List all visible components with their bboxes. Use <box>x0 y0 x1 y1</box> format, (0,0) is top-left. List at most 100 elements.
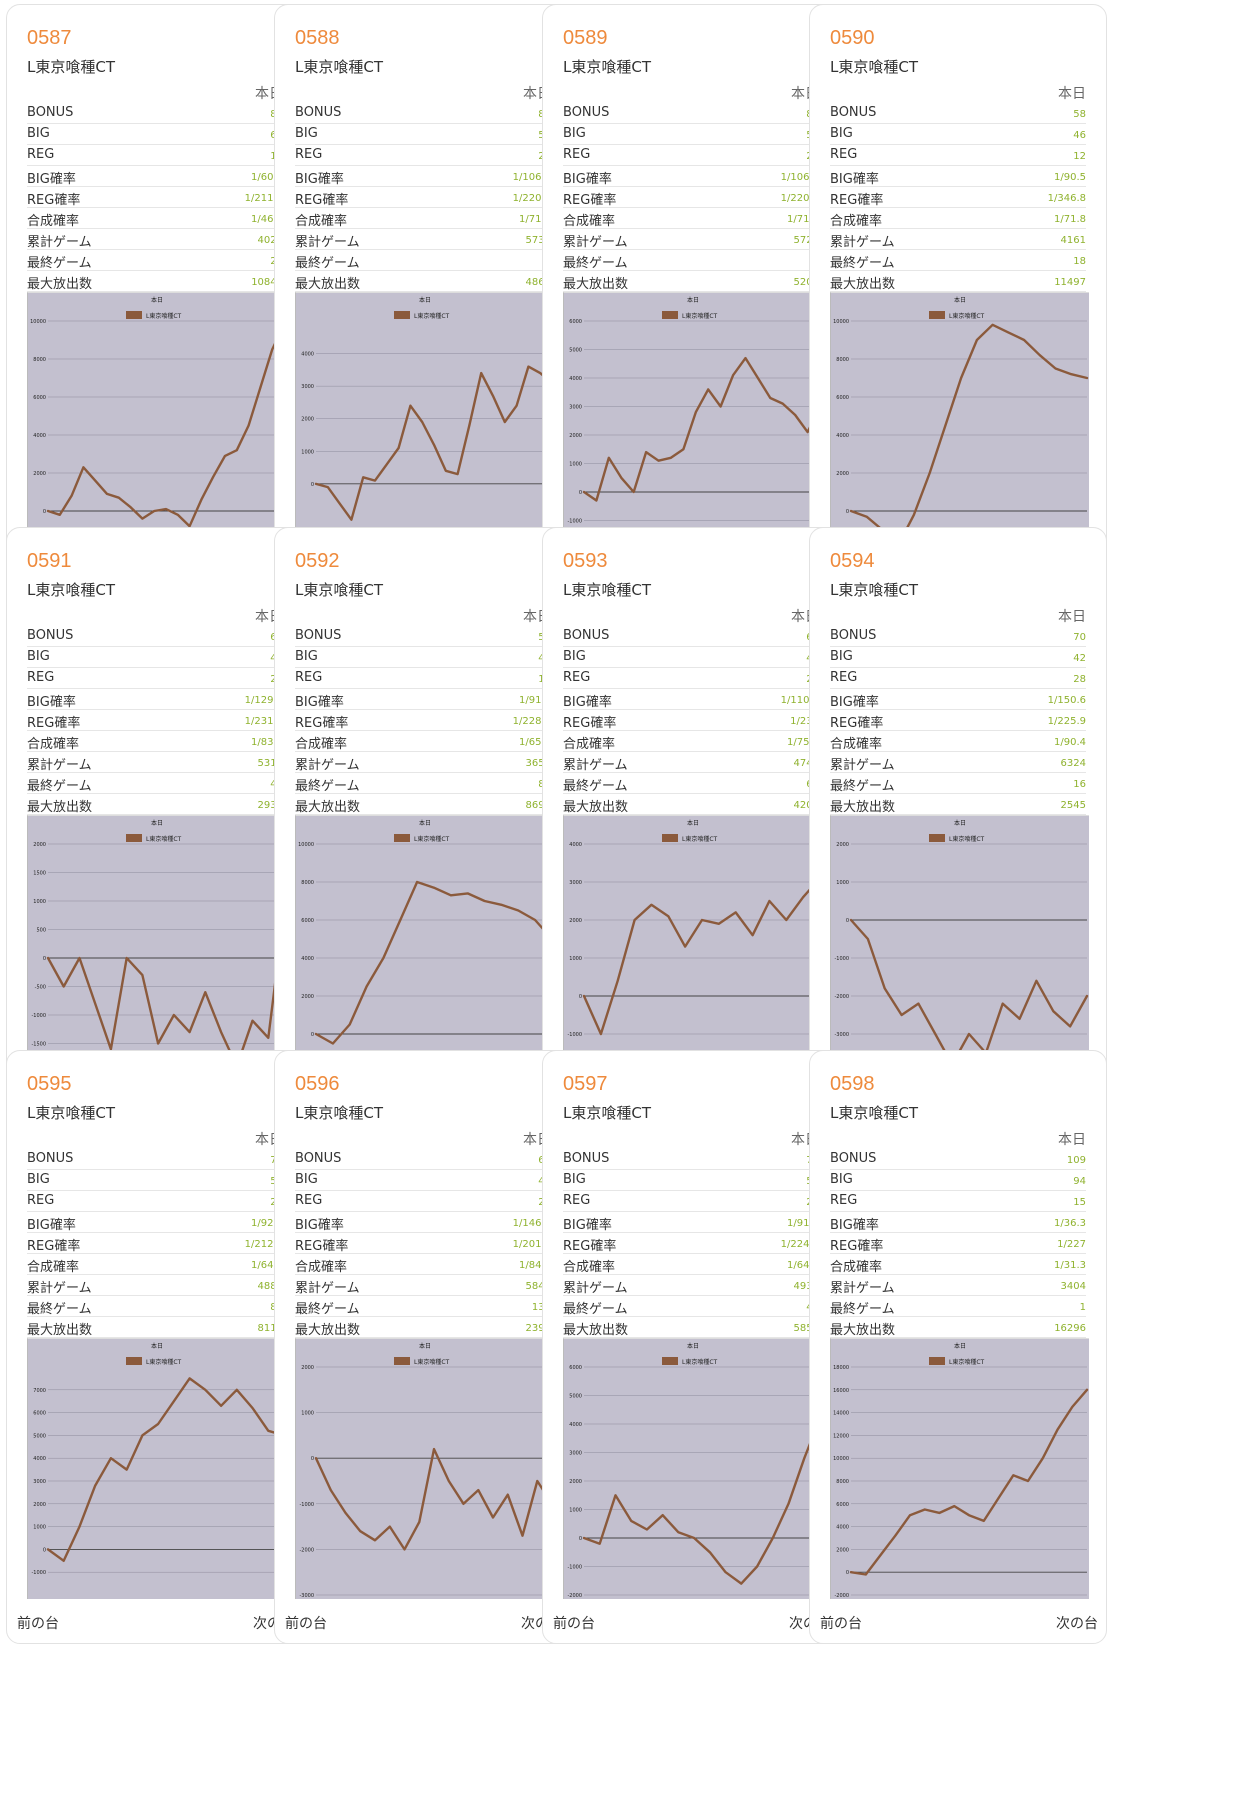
data-point <box>500 903 503 906</box>
legend-label: L東京喰種CT <box>949 835 985 843</box>
stat-value: 1/225.9 <box>1047 716 1086 727</box>
stat-value: 1/91.4 <box>787 1218 819 1229</box>
machine-name: L東京喰種CT <box>27 581 115 599</box>
machine-number[interactable]: 0589 <box>563 27 608 49</box>
stat-value: 1/106.3 <box>512 172 551 183</box>
machine-card[interactable]: 0598 L東京喰種CT 本日 BONUS 109 BIG 94 REG 15 BIG確率 1/36… <box>809 1050 1107 1644</box>
data-point <box>397 447 400 449</box>
stat-label: 累計ゲーム <box>295 1281 360 1296</box>
y-tick-label: 8000 <box>33 357 46 363</box>
stat-label: BIG <box>830 126 853 141</box>
stat-value: 5852 <box>793 1323 819 1334</box>
stat-row: BONUS69 <box>295 1149 551 1170</box>
data-point <box>600 1033 602 1035</box>
stat-value: 1/237 <box>790 716 819 727</box>
stat-value: 109 <box>1066 1155 1086 1166</box>
machine-card[interactable]: 0593 L東京喰種CT 本日 BONUS63BIG43REG20 BIG確率 1/110… <box>542 527 840 1121</box>
data-point <box>315 1457 317 1460</box>
data-point <box>1071 1406 1074 1408</box>
stat-row: BONUS80 <box>563 103 819 124</box>
stat-label: 最大放出数 <box>295 800 361 815</box>
legend-swatch <box>394 834 410 842</box>
machine-number[interactable]: 0595 <box>27 1073 72 1095</box>
data-point <box>632 491 635 493</box>
stat-value: 70 <box>1073 632 1086 643</box>
series-line <box>849 918 1089 1066</box>
y-tick-label: -3000 <box>834 1032 849 1038</box>
data-point <box>583 1537 585 1539</box>
stats-table: BONUS69BIG40REG29 BIG確率 1/146.2 REG確率 1/201.… <box>295 1149 551 1338</box>
stat-label: 合成確率 <box>830 214 883 229</box>
machine-number[interactable]: 0594 <box>830 550 875 572</box>
stat-value: 1/110.3 <box>780 695 819 706</box>
prev-machine-link[interactable]: 前の台 <box>820 1616 862 1632</box>
data-point <box>433 1448 435 1450</box>
legend-swatch <box>126 1357 142 1365</box>
machine-card[interactable]: 0591 L東京喰種CT 本日 BONUS64BIG41REG23 BIG確率 1/129… <box>6 527 304 1121</box>
stat-row: BIG確率 1/92.2 <box>27 1212 283 1233</box>
y-tick-label: 8000 <box>301 880 314 886</box>
machine-number[interactable]: 0590 <box>830 27 875 49</box>
prev-machine-link[interactable]: 前の台 <box>285 1616 327 1632</box>
stat-value: 8117 <box>257 1323 283 1334</box>
y-tick-label: 3000 <box>33 1479 46 1485</box>
machine-card[interactable]: 0587 L東京喰種CT 本日 BONUS86BIG67REG19 BIG確率 1/60.… <box>6 4 304 598</box>
machine-card[interactable]: 0589 L東京喰種CT 本日 BONUS80BIG54REG26 BIG確率 1/106… <box>542 4 840 598</box>
machine-card[interactable]: 0597 L東京喰種CT 本日 BONUS76BIG54REG22 BIG確率 1/91.… <box>542 1050 840 1644</box>
y-tick-label: 1000 <box>836 880 849 886</box>
stat-row: REG確率 1/227 <box>830 1233 1086 1254</box>
series-line <box>46 911 286 1068</box>
data-point <box>359 1530 362 1533</box>
next-machine-link[interactable]: 次の台 <box>1056 1616 1098 1632</box>
stat-row: REG22 <box>563 1191 819 1212</box>
machine-number[interactable]: 0588 <box>295 27 340 49</box>
machine-card[interactable]: 0595 L東京喰種CT 本日 BONUS76BIG53REG23 BIG確率 1/92.… <box>6 1050 304 1644</box>
machine-number[interactable]: 0596 <box>295 1073 340 1095</box>
y-tick-label: 12000 <box>833 1433 849 1439</box>
stat-row: BIG確率 1/106.1 <box>563 166 819 187</box>
stat-value: 1/84.8 <box>519 1260 551 1271</box>
y-tick-label: 1000 <box>33 1525 46 1531</box>
chart-title: 本日 <box>687 1342 699 1350</box>
prev-machine-link[interactable]: 前の台 <box>17 1616 59 1632</box>
machine-number[interactable]: 0593 <box>563 550 608 572</box>
machine-number[interactable]: 0587 <box>27 27 72 49</box>
data-point <box>94 479 97 482</box>
stat-row: BIG確率 1/60.1 <box>27 166 283 187</box>
legend-swatch <box>662 311 678 319</box>
stat-label: BONUS <box>27 628 74 643</box>
stat-row: BONUS86 <box>27 103 283 124</box>
machine-number[interactable]: 0591 <box>27 550 72 572</box>
data-point <box>332 1042 334 1045</box>
machine-number[interactable]: 0597 <box>563 1073 608 1095</box>
stat-label: BONUS <box>295 628 342 643</box>
stat-row: BIG54 <box>295 124 551 145</box>
machine-card[interactable]: 0590 L東京喰種CT 本日 BONUS 58 BIG 46 REG 12 BIG確率 1/90.… <box>809 4 1107 598</box>
y-tick-label: 4000 <box>836 433 849 439</box>
data-point <box>515 404 518 407</box>
machine-card[interactable]: 0592 L東京喰種CT 本日 BONUS56BIG40REG16 BIG確率 1/91.… <box>274 527 572 1121</box>
machine-card[interactable]: 0588 L東京喰種CT 本日 BONUS80BIG54REG26 BIG確率 1/106… <box>274 4 572 598</box>
machine-number[interactable]: 0592 <box>295 550 340 572</box>
data-point <box>684 945 686 948</box>
y-tick-label: -1000 <box>567 1565 582 1571</box>
machine-card[interactable]: 0594 L東京喰種CT 本日 BONUS 70 BIG 42 REG 28 BIG確率 1/150… <box>809 527 1107 1121</box>
stat-label: 累計ゲーム <box>830 758 895 773</box>
stat-label: REG <box>830 147 858 162</box>
machine-number[interactable]: 0598 <box>830 1073 875 1095</box>
stat-row: BONUS76 <box>563 1149 819 1170</box>
y-tick-label: 2000 <box>569 918 582 924</box>
prev-machine-link[interactable]: 前の台 <box>553 1616 595 1632</box>
stat-value: 5314 <box>257 758 283 769</box>
stat-label: 最終ゲーム <box>830 779 895 794</box>
y-tick-label: 6000 <box>569 1365 582 1371</box>
stat-value: 42 <box>1073 653 1086 664</box>
y-tick-label: 3000 <box>569 880 582 886</box>
y-tick-label: 2000 <box>569 1479 582 1485</box>
machine-card[interactable]: 0596 L東京喰種CT 本日 BONUS69BIG40REG29 BIG確率 1/146… <box>274 1050 572 1644</box>
y-tick-label: 500 <box>36 928 46 934</box>
stat-label: 合成確率 <box>563 737 616 752</box>
stat-label: 最大放出数 <box>563 800 629 815</box>
data-point <box>521 1534 524 1537</box>
